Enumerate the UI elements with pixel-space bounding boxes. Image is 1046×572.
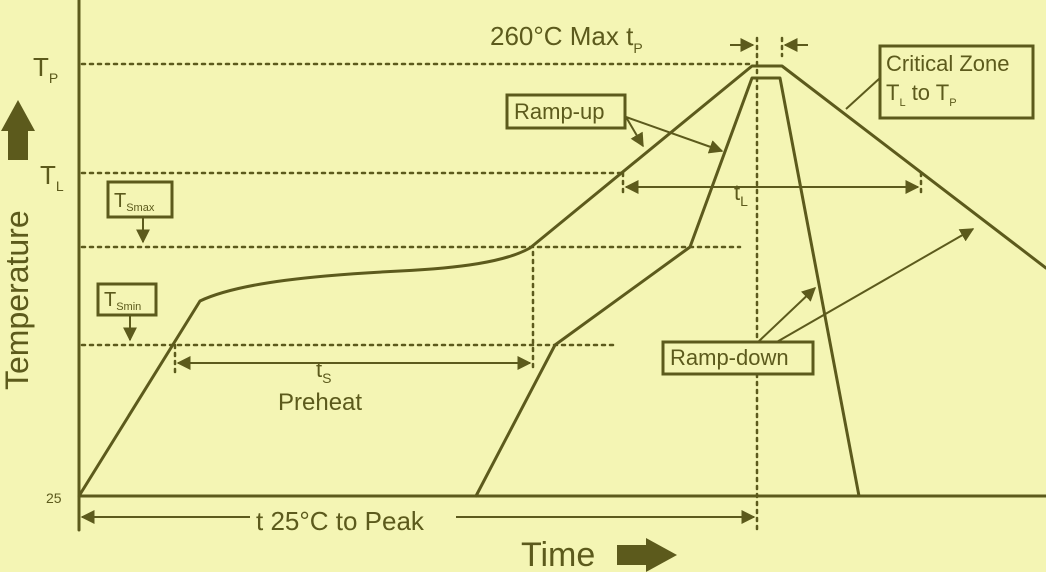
tl-axis-label: TL bbox=[40, 160, 64, 194]
critical-zone-line1: Critical Zone bbox=[886, 51, 1009, 76]
ramp-up-arrow-1 bbox=[625, 116, 644, 148]
peak-max-label: 260°C Max tP bbox=[490, 21, 643, 56]
up-arrow-icon bbox=[1, 100, 35, 160]
max-profile-curve bbox=[77, 64, 1046, 498]
critical-zone-leader bbox=[845, 77, 881, 110]
ramp-down-arrow-2 bbox=[774, 228, 975, 344]
tsmax-callout: TSmax bbox=[106, 180, 174, 219]
preheat-label: Preheat bbox=[278, 389, 362, 416]
y-axis-title-group: Temperature bbox=[0, 100, 35, 390]
tsmax-label: TSmax bbox=[114, 190, 155, 214]
tsmin-label: TSmin bbox=[104, 289, 141, 313]
ramp-down-arrow-1 bbox=[756, 287, 817, 344]
critical-zone-callout: Critical Zone TL to TP bbox=[878, 44, 1035, 120]
tl-duration-label: tL bbox=[734, 180, 748, 209]
t25-to-peak-label: t 25°C to Peak bbox=[256, 506, 425, 536]
ramp-up-arrow-2 bbox=[625, 116, 724, 154]
critical-zone-line2: TL to TP bbox=[886, 80, 957, 109]
x-axis-title: Time bbox=[521, 536, 595, 572]
x-axis-title-group: Time bbox=[521, 536, 677, 572]
tp-axis-label: TP bbox=[33, 52, 58, 86]
start-temp-label: 25 bbox=[46, 490, 62, 506]
min-profile-curve bbox=[474, 76, 861, 498]
tsmin-callout: TSmin bbox=[96, 282, 158, 317]
ramp-up-label: Ramp-up bbox=[514, 99, 604, 124]
ramp-down-callout: Ramp-down bbox=[661, 340, 815, 376]
ts-label: tS bbox=[316, 357, 331, 386]
right-arrow-icon bbox=[617, 538, 677, 572]
ramp-down-label: Ramp-down bbox=[670, 345, 789, 370]
ramp-up-callout: Ramp-up bbox=[505, 93, 627, 130]
t25-label-backdrop bbox=[250, 503, 456, 533]
y-axis-title: Temperature bbox=[0, 210, 35, 390]
